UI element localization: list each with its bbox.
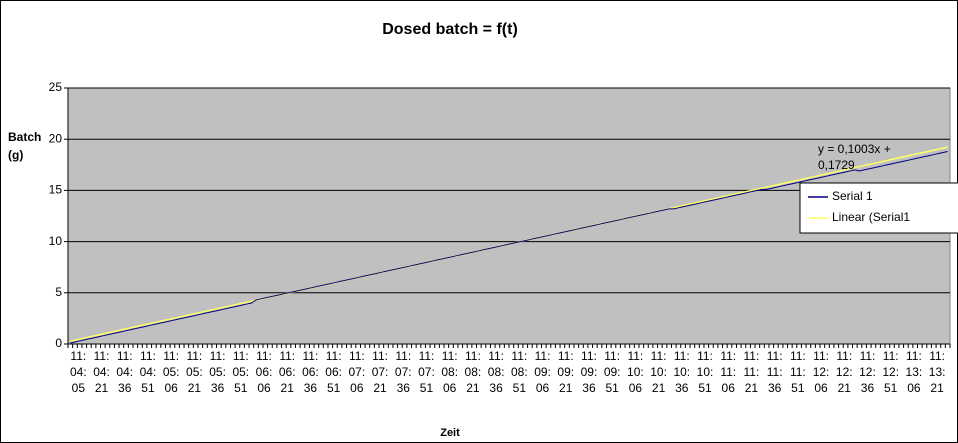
trendline-equation: y = 0,1003x + <box>818 142 891 156</box>
x-tick-label: 11: 10: 21 <box>650 349 667 395</box>
x-tick-label: 11: 08: 36 <box>488 349 505 395</box>
y-tick-label: 0 <box>55 336 62 350</box>
legend-box <box>799 182 958 234</box>
x-tick-label: 11: 11: 51 <box>790 349 806 395</box>
x-tick-label: 11: 06: 21 <box>279 349 296 395</box>
x-tick-label: 11: 11: 21 <box>744 349 760 395</box>
x-tick-label: 11: 07: 51 <box>418 349 435 395</box>
data-line <box>70 150 948 344</box>
x-tick-label: 11: 04: 51 <box>140 349 157 395</box>
x-tick-label: 11: 04: 36 <box>116 349 133 395</box>
y-tick-label: 20 <box>49 131 63 145</box>
x-tick-label: 11: 05: 36 <box>209 349 226 395</box>
x-tick-label: 11: 06: 36 <box>302 349 319 395</box>
x-tick-label: 11: 09: 51 <box>604 349 621 395</box>
x-tick-label: 11: 11: 36 <box>767 349 783 395</box>
x-tick-label: 11: 11: 06 <box>720 349 736 395</box>
x-axis-label: Zeit <box>440 427 460 439</box>
x-tick-label: 11: 07: 06 <box>349 349 366 395</box>
x-tick-label: 11: 06: 51 <box>325 349 342 395</box>
x-tick-label: 11: 09: 21 <box>557 349 574 395</box>
legend-label: Serial 1 <box>832 189 873 203</box>
x-tick-label: 11: 12: 21 <box>836 349 853 395</box>
x-tick-label: 11: 06: 06 <box>256 349 273 395</box>
x-tick-label: 11: 07: 21 <box>372 349 389 395</box>
x-tick-label: 11: 05: 21 <box>186 349 203 395</box>
x-tick-label: 11: 12: 06 <box>813 349 830 395</box>
x-tick-label: 11: 04: 05 <box>70 349 87 395</box>
x-tick-label: 11: 10: 36 <box>673 349 690 395</box>
legend-label: Linear (Serial1 <box>832 210 910 224</box>
x-tick-label: 11: 12: 51 <box>882 349 899 395</box>
y-tick-label: 15 <box>49 183 63 197</box>
x-tick-label: 11: 04: 21 <box>93 349 110 395</box>
x-tick-label: 11: 05: 51 <box>232 349 249 395</box>
y-tick-label: 10 <box>49 234 63 248</box>
x-tick-label: 11: 12: 36 <box>859 349 876 395</box>
x-tick-label: 11: 13: 06 <box>906 349 923 395</box>
x-tick-label: 11: 10: 06 <box>627 349 644 395</box>
x-tick-label: 11: 13: 21 <box>929 349 946 395</box>
chart-title: Dosed batch = f(t) <box>382 21 518 38</box>
x-tick-label: 11: 08: 51 <box>511 349 528 395</box>
x-tick-label: 11: 08: 06 <box>441 349 458 395</box>
x-tick-label: 11: 09: 06 <box>534 349 551 395</box>
trendline-equation: 0,1729 <box>818 158 855 172</box>
y-tick-label: 5 <box>55 285 62 299</box>
x-tick-label: 11: 09: 36 <box>581 349 598 395</box>
x-tick-label: 11: 07: 36 <box>395 349 412 395</box>
x-tick-label: 11: 05: 06 <box>163 349 180 395</box>
x-tick-label: 11: 08: 21 <box>465 349 482 395</box>
y-axis-label: Batch (g) <box>8 130 45 162</box>
x-tick-label: 11: 10: 51 <box>697 349 714 395</box>
y-tick-label: 25 <box>49 80 63 94</box>
